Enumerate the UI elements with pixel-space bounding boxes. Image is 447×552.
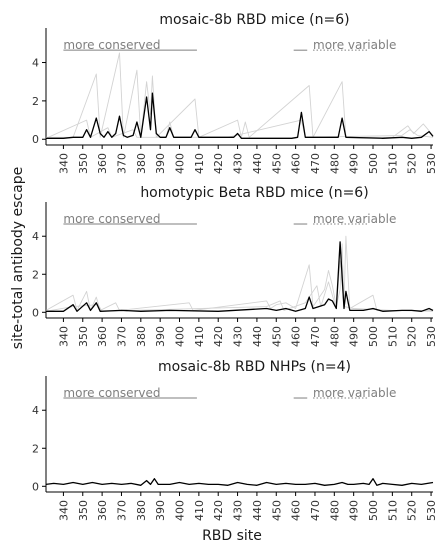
x-tick-label: 500 <box>367 500 380 521</box>
series-line-individual-1 <box>45 119 434 139</box>
x-tick-label: 390 <box>154 500 167 521</box>
x-tick-label: 400 <box>174 153 187 174</box>
x-tick-label: 480 <box>328 153 341 174</box>
x-tick-label: 420 <box>212 500 225 521</box>
y-tick-label: 4 <box>32 404 39 417</box>
x-tick-label: 380 <box>135 153 148 174</box>
x-tick-label: 510 <box>386 500 399 521</box>
x-tick-label: 430 <box>232 326 245 347</box>
x-tick-label: 510 <box>386 326 399 347</box>
x-tick-label: 530 <box>425 153 438 174</box>
x-tick-label: 410 <box>193 153 206 174</box>
x-tick-label: 480 <box>328 326 341 347</box>
x-tick-label: 470 <box>309 326 322 347</box>
y-tick-label: 2 <box>32 442 39 455</box>
x-tick-label: 440 <box>251 153 264 174</box>
x-tick-label: 520 <box>406 153 419 174</box>
x-tick-label: 450 <box>270 500 283 521</box>
x-tick-label: 390 <box>154 326 167 347</box>
x-tick-label: 440 <box>251 500 264 521</box>
x-tick-label: 460 <box>290 326 303 347</box>
x-tick-label: 430 <box>232 500 245 521</box>
x-tick-label: 450 <box>270 153 283 174</box>
x-tick-label: 420 <box>212 153 225 174</box>
x-tick-label: 410 <box>193 326 206 347</box>
x-tick-label: 340 <box>57 153 70 174</box>
x-tick-label: 400 <box>174 500 187 521</box>
x-tick-label: 350 <box>77 326 90 347</box>
chart-panel-1: mosaic-8b RBD mice (n=6) 0 2 4 340 350 360 370 3… <box>32 12 438 174</box>
x-tick-label: 420 <box>212 326 225 347</box>
annotation-more-variable: more variable <box>313 212 396 226</box>
x-tick-label: 370 <box>115 326 128 347</box>
x-tick-label: 500 <box>367 153 380 174</box>
x-tick-label: 530 <box>425 500 438 521</box>
x-tick-label: 430 <box>232 153 245 174</box>
annotation-more-variable: more variable <box>313 38 396 52</box>
x-tick-label: 500 <box>367 326 380 347</box>
y-tick-label: 4 <box>32 230 39 243</box>
x-tick-label: 350 <box>77 500 90 521</box>
x-axis-label: RBD site <box>202 528 262 544</box>
x-tick-label: 470 <box>309 153 322 174</box>
x-tick-label: 460 <box>290 153 303 174</box>
x-tick-label: 410 <box>193 500 206 521</box>
x-tick-label: 490 <box>348 500 361 521</box>
x-tick-label: 340 <box>57 500 70 521</box>
x-tick-label: 520 <box>406 500 419 521</box>
series-line-individual-1 <box>45 260 434 312</box>
chart-panel-3: mosaic-8b RBD NHPs (n=4) 0 2 4 340 350 360 370 3… <box>32 359 438 521</box>
series-line-mean <box>45 478 434 486</box>
y-tick-label: 4 <box>32 57 39 70</box>
x-tick-label: 350 <box>77 153 90 174</box>
series-line-individual-0 <box>45 235 433 311</box>
x-tick-label: 360 <box>96 500 109 521</box>
series-line-mean <box>46 241 434 312</box>
x-tick-label: 360 <box>96 326 109 347</box>
x-tick-label: 530 <box>425 326 438 347</box>
x-tick-label: 390 <box>154 153 167 174</box>
series-line-mean <box>46 92 434 139</box>
x-tick-label: 380 <box>135 500 148 521</box>
x-tick-label: 360 <box>96 153 109 174</box>
x-tick-label: 460 <box>290 500 303 521</box>
x-tick-label: 380 <box>135 326 148 347</box>
y-tick-label: 2 <box>32 95 39 108</box>
y-tick-label: 0 <box>32 133 39 146</box>
panel-title: mosaic-8b RBD mice (n=6) <box>159 12 349 28</box>
x-tick-label: 510 <box>386 153 399 174</box>
y-tick-label: 0 <box>32 306 39 319</box>
panel-title: mosaic-8b RBD NHPs (n=4) <box>158 359 351 375</box>
annotation-more-conserved: more conserved <box>63 38 160 52</box>
x-tick-label: 440 <box>251 326 264 347</box>
x-tick-label: 400 <box>174 326 187 347</box>
chart-panel-2: homotypic Beta RBD mice (n=6) 0 2 4 340 350 36… <box>32 185 438 347</box>
x-tick-label: 490 <box>348 153 361 174</box>
annotation-more-conserved: more conserved <box>63 386 160 400</box>
annotation-more-conserved: more conserved <box>63 212 160 226</box>
x-tick-label: 520 <box>406 326 419 347</box>
x-tick-label: 370 <box>115 153 128 174</box>
y-tick-label: 0 <box>32 480 39 493</box>
x-tick-label: 370 <box>115 500 128 521</box>
x-tick-label: 450 <box>270 326 283 347</box>
y-axis-label: site-total antibody escape <box>10 167 26 349</box>
x-tick-label: 480 <box>328 500 341 521</box>
x-tick-label: 470 <box>309 500 322 521</box>
series-line-individual-0 <box>46 52 434 138</box>
y-tick-label: 2 <box>32 268 39 281</box>
panel-title: homotypic Beta RBD mice (n=6) <box>140 185 368 201</box>
annotation-more-variable: more variable <box>313 386 396 400</box>
x-tick-label: 340 <box>57 326 70 347</box>
x-tick-label: 490 <box>348 326 361 347</box>
